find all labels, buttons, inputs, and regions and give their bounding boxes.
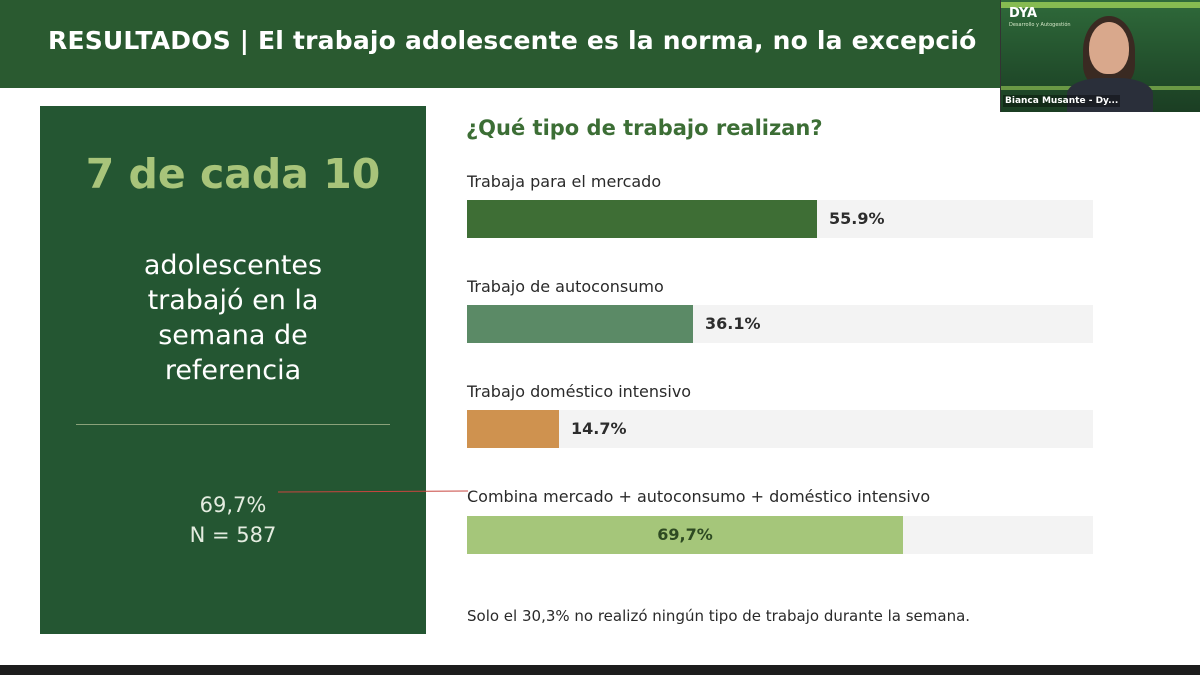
bar-value-label: 36.1% bbox=[705, 314, 761, 333]
stat-description: adolescentes trabajó en la semana de ref… bbox=[100, 248, 366, 388]
bar-track: 69,7% bbox=[467, 516, 1093, 554]
bar-track: 36.1% bbox=[467, 305, 1093, 343]
bar-track: 14.7% bbox=[467, 410, 1093, 448]
stat-description-line: referencia bbox=[164, 355, 302, 386]
bar-category-label: Trabaja para el mercado bbox=[467, 172, 662, 191]
bar bbox=[467, 410, 559, 448]
participant-face bbox=[1089, 22, 1129, 74]
bar-category-label: Trabajo doméstico intensivo bbox=[467, 382, 692, 401]
bar bbox=[467, 305, 693, 343]
bar-category-label: Trabajo de autoconsumo bbox=[467, 277, 664, 296]
participant-body bbox=[1067, 78, 1153, 112]
bar-category-label: Combina mercado + autoconsumo + doméstic… bbox=[467, 487, 931, 506]
chart-title: ¿Qué tipo de trabajo realizan? bbox=[466, 116, 823, 140]
stat-description-line: trabajó en la bbox=[147, 285, 319, 316]
stat-description-line: adolescentes bbox=[143, 250, 323, 281]
webcam-video-tile[interactable]: DYA Desarrollo y Autogestión Bianca Musa… bbox=[1000, 0, 1200, 112]
stat-sample-size: N = 587 bbox=[189, 523, 277, 547]
stat-description-line: semana de bbox=[158, 320, 308, 351]
slide-title: RESULTADOS | El trabajo adolescente es l… bbox=[48, 26, 977, 55]
participant-name: Bianca Musante - Dy... bbox=[1003, 95, 1121, 107]
bar bbox=[467, 200, 817, 238]
big-stat: 7 de cada 10 bbox=[85, 150, 381, 198]
stat-percent: 69,7% bbox=[199, 493, 267, 517]
bar-track: 55.9% bbox=[467, 200, 1093, 238]
logo-stripe bbox=[1001, 2, 1200, 8]
bar-value-label: 69,7% bbox=[657, 525, 713, 544]
bar-value-label: 14.7% bbox=[571, 419, 627, 438]
highlight-panel: 7 de cada 10 adolescentes trabajó en la … bbox=[40, 106, 426, 634]
window-bottom-edge bbox=[0, 665, 1200, 675]
bar-value-label: 55.9% bbox=[829, 209, 885, 228]
chart-footnote: Solo el 30,3% no realizó ningún tipo de … bbox=[467, 607, 971, 625]
bar-chart: ¿Qué tipo de trabajo realizan? Trabaja p… bbox=[466, 110, 1106, 640]
dya-logo: DYA bbox=[1009, 6, 1038, 21]
bar bbox=[467, 516, 903, 554]
panel-divider bbox=[76, 424, 390, 425]
dya-logo-subtitle: Desarrollo y Autogestión bbox=[1009, 22, 1071, 28]
